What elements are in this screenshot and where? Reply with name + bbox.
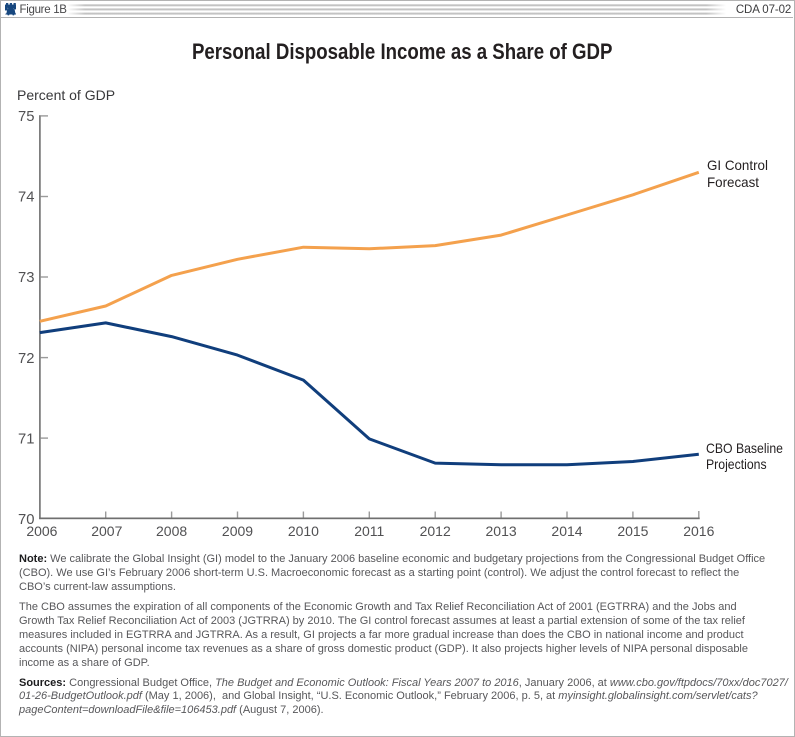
svg-text:2011: 2011 bbox=[354, 523, 384, 539]
svg-text:72: 72 bbox=[18, 351, 34, 367]
svg-text:2016: 2016 bbox=[683, 523, 714, 539]
svg-text:2012: 2012 bbox=[420, 523, 451, 539]
svg-text:2006: 2006 bbox=[26, 523, 57, 539]
svg-text:2010: 2010 bbox=[288, 523, 319, 539]
svg-text:2015: 2015 bbox=[617, 523, 648, 539]
svg-text:71: 71 bbox=[18, 431, 34, 447]
svg-text:2014: 2014 bbox=[551, 523, 582, 539]
svg-text:74: 74 bbox=[18, 190, 34, 206]
svg-text:2009: 2009 bbox=[222, 523, 253, 539]
svg-text:2013: 2013 bbox=[486, 523, 517, 539]
svg-text:70: 70 bbox=[18, 512, 34, 528]
svg-text:73: 73 bbox=[18, 270, 34, 286]
svg-text:2007: 2007 bbox=[91, 523, 122, 539]
svg-text:2008: 2008 bbox=[156, 523, 187, 539]
svg-text:75: 75 bbox=[18, 109, 34, 125]
